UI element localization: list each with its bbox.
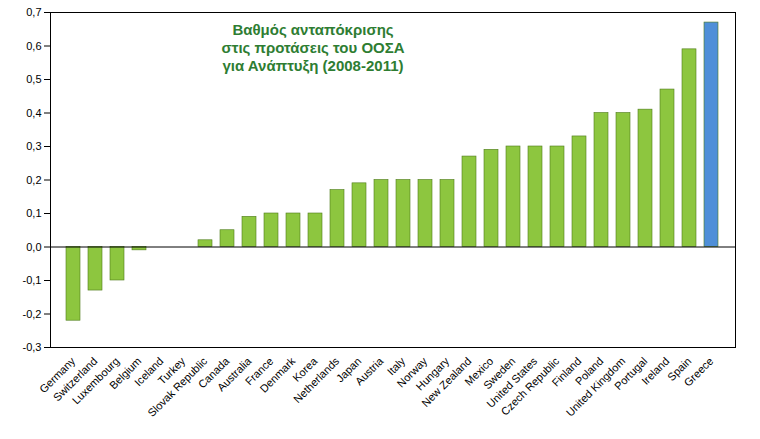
svg-text:Japan: Japan	[333, 354, 364, 385]
svg-text:Canada: Canada	[195, 354, 232, 391]
svg-text:Belgium: Belgium	[106, 354, 144, 392]
svg-text:Iceland: Iceland	[131, 354, 166, 389]
svg-text:0,4: 0,4	[26, 107, 41, 119]
svg-text:France: France	[242, 354, 276, 388]
svg-text:Spain: Spain	[665, 354, 694, 384]
svg-text:United Kingdom: United Kingdom	[563, 354, 628, 419]
svg-text:-0,2: -0,2	[23, 308, 42, 320]
svg-text:Poland: Poland	[572, 354, 606, 388]
svg-text:0,7: 0,7	[26, 6, 41, 18]
svg-text:Korea: Korea	[290, 354, 320, 384]
svg-text:0,1: 0,1	[26, 207, 41, 219]
svg-text:Βαθμός ανταπόκρισηςστις προτάσ: Βαθμός ανταπόκρισηςστις προτάσεις του ΟΟ…	[221, 21, 404, 74]
svg-text:Turkey: Turkey	[155, 354, 188, 387]
svg-text:Australia: Australia	[214, 354, 254, 394]
svg-text:Germany: Germany	[36, 354, 78, 396]
svg-text:Czech Republic: Czech Republic	[498, 354, 561, 417]
svg-text:Italy: Italy	[384, 354, 408, 378]
svg-text:0,6: 0,6	[26, 40, 41, 52]
svg-text:Ireland: Ireland	[639, 355, 671, 387]
svg-text:Finland: Finland	[549, 354, 584, 389]
svg-text:0,0: 0,0	[26, 241, 41, 253]
svg-text:New Zealand: New Zealand	[419, 354, 474, 410]
svg-text:Denmark: Denmark	[257, 354, 298, 395]
svg-text:Mexico: Mexico	[462, 354, 496, 388]
svg-text:Greece: Greece	[681, 355, 715, 389]
svg-text:United States: United States	[484, 354, 540, 410]
svg-text:Sweden: Sweden	[480, 354, 518, 392]
svg-text:0,5: 0,5	[26, 73, 41, 85]
svg-text:Norway: Norway	[394, 354, 430, 390]
svg-text:0,2: 0,2	[26, 174, 41, 186]
svg-text:-0,1: -0,1	[23, 274, 42, 286]
svg-text:Austria: Austria	[353, 354, 386, 387]
svg-text:0,3: 0,3	[26, 140, 41, 152]
svg-text:Luxembourg: Luxembourg	[69, 354, 122, 407]
svg-text:Portugal: Portugal	[611, 354, 650, 393]
svg-text:Switzerland: Switzerland	[50, 354, 100, 404]
svg-text:Netherlands: Netherlands	[291, 354, 342, 405]
svg-text:Hungary: Hungary	[413, 354, 452, 393]
svg-text:Slovak Republic: Slovak Republic	[145, 354, 210, 419]
svg-text:-0,3: -0,3	[23, 341, 42, 353]
